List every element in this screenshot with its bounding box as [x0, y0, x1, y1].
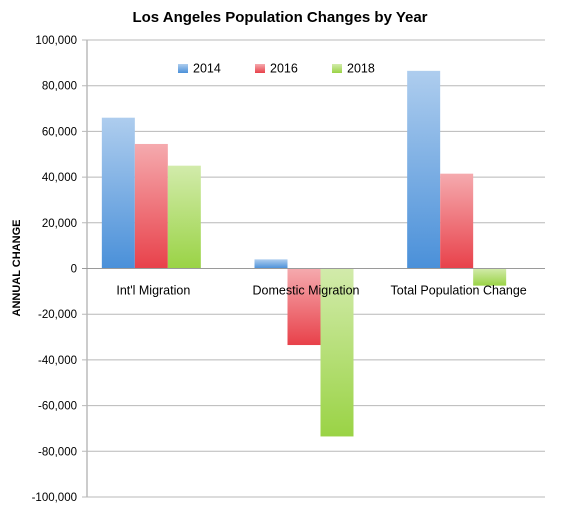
- y-tick-label: -40,000: [38, 355, 77, 367]
- bar-2016-2: [440, 173, 474, 269]
- legend: 2014 2016 2018: [178, 62, 375, 76]
- category-label: Total Population Change: [391, 284, 527, 298]
- y-tick-label: 80,000: [42, 81, 77, 93]
- bars: [82, 70, 545, 437]
- bar-2016-0: [134, 143, 168, 269]
- category-labels: Int'l Migration Domestic Migration Total P…: [116, 284, 526, 298]
- legend-swatch-2014: [178, 64, 188, 73]
- bar-2018-0: [167, 165, 201, 269]
- y-tick-label: 40,000: [42, 172, 77, 184]
- legend-label-2016: 2016: [270, 62, 298, 76]
- y-tick-labels: 100,000 80,000 60,000 40,000 20,000 0 -20,000 -…: [32, 35, 77, 504]
- legend-label-2018: 2018: [347, 62, 375, 76]
- legend-label-2014: 2014: [193, 62, 221, 76]
- y-tick-label: -60,000: [38, 401, 77, 413]
- category-label: Int'l Migration: [116, 284, 190, 298]
- bar-2014-1: [254, 259, 288, 269]
- y-tick-label: 60,000: [42, 126, 77, 138]
- y-axis-label: ANNUAL CHANGE: [11, 220, 23, 317]
- y-tick-label: 0: [71, 264, 77, 276]
- legend-swatch-2018: [332, 64, 342, 73]
- y-tick-label: -20,000: [38, 309, 77, 321]
- y-tick-label: -100,000: [32, 492, 77, 504]
- bar-2014-2: [407, 70, 441, 269]
- y-tick-label: -80,000: [38, 446, 77, 458]
- category-label: Domestic Migration: [253, 284, 360, 298]
- bar-2018-2: [473, 268, 507, 286]
- legend-swatch-2016: [255, 64, 265, 73]
- y-tick-label: 20,000: [42, 218, 77, 230]
- bar-2016-1: [287, 268, 321, 346]
- chart-title: Los Angeles Population Changes by Year: [132, 9, 427, 26]
- bar-2014-0: [101, 117, 135, 269]
- bar-2018-1: [320, 268, 354, 437]
- y-tick-label: 100,000: [35, 35, 77, 47]
